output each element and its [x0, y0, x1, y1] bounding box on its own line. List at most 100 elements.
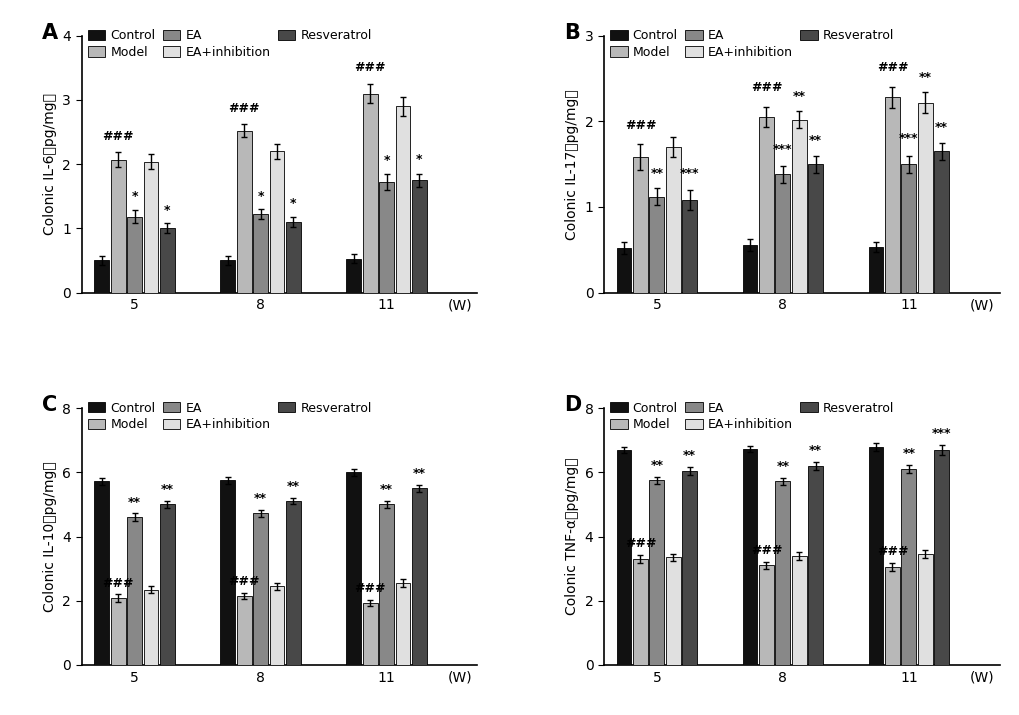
Bar [665, 147, 680, 292]
Bar [791, 556, 806, 665]
Y-axis label: Colonic TNF-α（pg/mg）: Colonic TNF-α（pg/mg） [565, 458, 579, 616]
Bar [933, 152, 948, 292]
Text: **: ** [683, 449, 695, 462]
Text: ###: ### [750, 544, 782, 557]
Text: *: * [164, 204, 170, 217]
Bar [412, 180, 426, 292]
Text: **: ** [286, 480, 300, 493]
Bar [253, 513, 268, 665]
Y-axis label: Colonic IL-6（pg/mg）: Colonic IL-6（pg/mg） [43, 93, 57, 235]
Bar [346, 473, 361, 665]
Legend: Control, Model, EA, EA+inhibition, Resveratrol: Control, Model, EA, EA+inhibition, Resve… [88, 29, 372, 59]
Bar [363, 94, 377, 292]
Bar [253, 214, 268, 292]
Bar [807, 466, 822, 665]
Bar [269, 152, 284, 292]
Text: **: ** [775, 460, 789, 473]
Bar [95, 260, 109, 292]
Y-axis label: Colonic IL-17（pg/mg）: Colonic IL-17（pg/mg） [565, 89, 579, 240]
Bar [868, 247, 882, 292]
Text: B: B [564, 23, 580, 43]
Text: ###: ### [876, 61, 907, 74]
Text: ###: ### [354, 61, 385, 74]
Text: C: C [42, 395, 57, 415]
Y-axis label: Colonic IL-10（pg/mg）: Colonic IL-10（pg/mg） [43, 461, 57, 612]
Text: **: ** [413, 467, 425, 480]
Text: *: * [131, 189, 138, 202]
Bar [127, 217, 142, 292]
Text: **: ** [918, 71, 930, 84]
Text: **: ** [128, 495, 141, 508]
Text: **: ** [934, 122, 948, 134]
Text: ###: ### [624, 538, 655, 551]
Text: ###: ### [228, 575, 260, 588]
Bar [884, 567, 899, 665]
Bar [363, 603, 377, 665]
Bar [742, 245, 757, 292]
Text: **: ** [380, 483, 392, 495]
Bar [236, 596, 252, 665]
Text: ###: ### [750, 81, 782, 94]
Bar [269, 586, 284, 665]
Bar [127, 517, 142, 665]
Bar [144, 589, 158, 665]
Text: **: ** [161, 483, 173, 495]
Text: ###: ### [102, 130, 133, 143]
Bar [160, 228, 174, 292]
Bar [616, 450, 631, 665]
Bar [111, 159, 125, 292]
Text: ###: ### [876, 546, 907, 558]
Text: *: * [383, 154, 389, 167]
Bar [807, 164, 822, 292]
Bar [917, 554, 931, 665]
Bar [901, 164, 915, 292]
Text: *: * [257, 189, 264, 202]
Bar [95, 481, 109, 665]
Bar [758, 117, 773, 292]
Bar [933, 450, 948, 665]
Bar [758, 566, 773, 665]
Legend: Control, Model, EA, EA+inhibition, Resveratrol: Control, Model, EA, EA+inhibition, Resve… [609, 402, 894, 431]
Bar [868, 447, 882, 665]
Bar [220, 260, 235, 292]
Legend: Control, Model, EA, EA+inhibition, Resveratrol: Control, Model, EA, EA+inhibition, Resve… [609, 29, 894, 59]
Bar [884, 97, 899, 292]
Bar [649, 197, 663, 292]
Bar [649, 480, 663, 665]
Text: **: ** [808, 444, 821, 458]
Text: ###: ### [354, 582, 385, 595]
Bar [379, 182, 393, 292]
Text: **: ** [650, 167, 662, 179]
Bar [379, 505, 393, 665]
Bar [412, 488, 426, 665]
Text: ***: *** [898, 132, 918, 145]
Bar [395, 583, 410, 665]
Bar [285, 222, 301, 292]
Bar [682, 470, 696, 665]
Text: **: ** [792, 89, 805, 102]
Bar [682, 200, 696, 292]
Bar [633, 559, 647, 665]
Text: ***: *** [931, 428, 951, 440]
Bar [395, 107, 410, 292]
Text: *: * [416, 153, 422, 166]
Text: ***: *** [772, 142, 792, 156]
Text: ***: *** [680, 167, 699, 179]
Bar [616, 248, 631, 292]
Text: **: ** [902, 448, 914, 460]
Bar [111, 598, 125, 665]
Text: **: ** [254, 493, 267, 506]
Bar [144, 162, 158, 292]
Bar [774, 481, 790, 665]
Bar [791, 119, 806, 292]
Text: **: ** [808, 134, 821, 147]
Bar [236, 131, 252, 292]
Bar [901, 469, 915, 665]
Bar [160, 505, 174, 665]
Bar [220, 480, 235, 665]
Text: ###: ### [624, 119, 655, 132]
Bar [774, 174, 790, 292]
Text: A: A [42, 23, 58, 43]
Text: **: ** [650, 459, 662, 472]
Bar [285, 501, 301, 665]
